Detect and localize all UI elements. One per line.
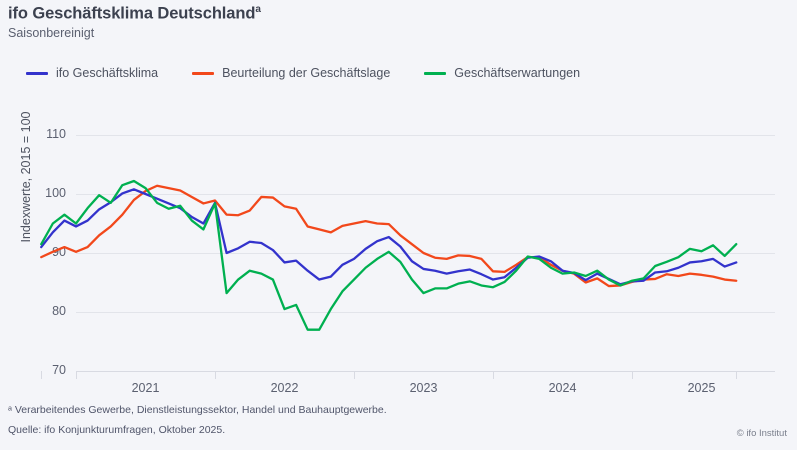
title-superscript: a [255, 4, 261, 15]
legend-item-geschaeftslage[interactable]: Beurteilung der Geschäftslage [192, 66, 390, 80]
series-line-geschaeftsklima [40, 188, 738, 286]
x-tick-mark [632, 371, 633, 379]
page-subtitle: Saisonbereinigt [8, 26, 95, 40]
page-title: ifo Geschäftsklima Deutschlanda [8, 4, 261, 24]
plot-area [40, 135, 775, 372]
x-tick-mark [354, 371, 355, 379]
x-tick-mark [493, 371, 494, 379]
source-note: Quelle: ifo Konjunkturumfragen, Oktober … [8, 424, 226, 436]
footnote: ᵃ Verarbeitendes Gewerbe, Dienstleistung… [8, 404, 387, 416]
series-lines [40, 179, 738, 331]
x-tick-label: 2023 [409, 381, 438, 395]
gridline [76, 194, 775, 195]
x-axis-line [76, 371, 775, 372]
gridline [76, 312, 775, 313]
y-tick-label: 90 [52, 245, 66, 259]
legend-label-geschaeftsklima: ifo Geschäftsklima [56, 66, 159, 80]
y-tick-label: 110 [46, 127, 66, 141]
x-tick-mark-edge [736, 371, 738, 379]
legend-label-geschaeftserwartungen: Geschäftserwartungen [454, 66, 581, 80]
series-line-geschaeftserwartungen [40, 179, 738, 331]
copyright-note: © ifo Institut [736, 428, 787, 439]
x-tick-label: 2024 [548, 381, 577, 395]
legend-swatch-orange [192, 71, 215, 75]
title-text: ifo Geschäftsklima Deutschland [8, 4, 256, 23]
y-tick-label: 80 [52, 304, 66, 318]
legend-item-geschaeftsklima[interactable]: ifo Geschäftsklima [26, 66, 158, 80]
legend-label-geschaeftslage: Beurteilung der Geschäftslage [222, 66, 391, 80]
x-tick-mark [215, 371, 216, 379]
y-axis-title: Indexwerte, 2015 = 100 [19, 111, 33, 243]
x-tick-label: 2021 [131, 381, 160, 395]
x-tick-mark [76, 371, 77, 379]
x-tick-label: 2022 [270, 381, 299, 395]
series-line-geschaeftslage [40, 184, 738, 288]
legend-swatch-green [424, 71, 447, 75]
legend-swatch-blue [26, 71, 48, 75]
legend-item-geschaeftserwartungen[interactable]: Geschäftserwartungen [424, 66, 580, 80]
chart-legend: ifo Geschäftsklima Beurteilung der Gesch… [26, 66, 614, 80]
x-tick-label: 2025 [687, 381, 716, 395]
gridline [76, 135, 775, 136]
x-tick-mark-edge [41, 371, 43, 379]
y-tick-label: 100 [45, 186, 66, 200]
y-tick-label: 70 [52, 363, 66, 377]
